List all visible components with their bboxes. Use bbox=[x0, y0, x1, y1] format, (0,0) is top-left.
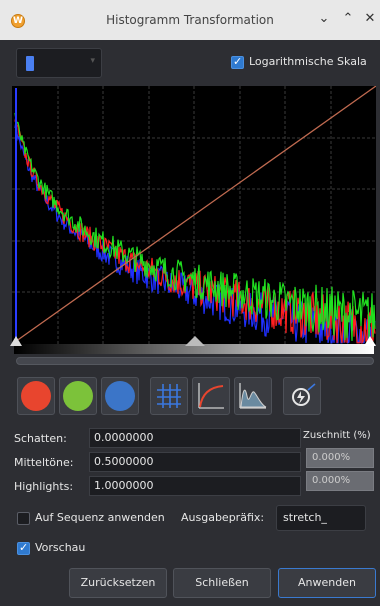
curve-icon bbox=[198, 383, 224, 409]
midtones-input[interactable]: 0.5000000 bbox=[89, 452, 301, 472]
green-circle-icon bbox=[63, 381, 93, 411]
maximize-icon[interactable]: ⌃ bbox=[342, 11, 354, 26]
clipping-header: Zuschnitt (%) bbox=[303, 430, 371, 441]
midtone-handle[interactable] bbox=[185, 336, 205, 346]
channel-select[interactable]: ▾ bbox=[16, 48, 102, 78]
red-channel-button[interactable] bbox=[17, 377, 55, 415]
grid-icon bbox=[157, 384, 181, 408]
minimize-icon[interactable]: ⌄ bbox=[318, 11, 330, 26]
shadows-input[interactable]: 0.0000000 bbox=[89, 428, 301, 448]
highlight-handle[interactable] bbox=[364, 336, 376, 346]
prefix-input[interactable]: stretch_ bbox=[276, 505, 366, 531]
preview-label: Vorschau bbox=[35, 541, 86, 554]
app-logo-icon: W bbox=[11, 14, 25, 28]
midtones-label: Mitteltöne: bbox=[14, 456, 74, 469]
blue-circle-icon bbox=[105, 381, 135, 411]
channel-swatch bbox=[26, 56, 34, 71]
window-title: Histogramm Transformation bbox=[106, 13, 274, 27]
reset-button[interactable]: Zurücksetzen bbox=[69, 568, 167, 598]
shadows-label: Schatten: bbox=[14, 432, 67, 445]
log-scale-checkbox[interactable] bbox=[231, 55, 244, 69]
zoom-scrollbar[interactable] bbox=[16, 357, 374, 365]
prefix-label: Ausgabepräfix: bbox=[181, 511, 265, 524]
auto-stretch-icon bbox=[292, 383, 316, 406]
blue-channel-button[interactable] bbox=[101, 377, 139, 415]
chevron-down-icon: ▾ bbox=[90, 56, 95, 66]
clip-low-value: 0.000% bbox=[306, 448, 374, 468]
curve-toggle-button[interactable] bbox=[192, 377, 230, 415]
intensity-gradient-bar bbox=[14, 344, 374, 354]
histogram-toggle-button[interactable] bbox=[234, 377, 272, 415]
green-channel-button[interactable] bbox=[59, 377, 97, 415]
shadow-handle[interactable] bbox=[10, 336, 22, 346]
close-button[interactable]: Schließen bbox=[173, 568, 271, 598]
grid-toggle-button[interactable] bbox=[150, 377, 188, 415]
histogram-series bbox=[14, 88, 376, 345]
red-circle-icon bbox=[21, 381, 51, 411]
transfer-curve bbox=[11, 85, 377, 345]
histogram-graph[interactable] bbox=[11, 85, 377, 345]
apply-sequence-label: Auf Sequenz anwenden bbox=[35, 511, 165, 524]
histogram-svg bbox=[11, 85, 377, 345]
log-scale-label: Logarithmische Skala bbox=[249, 55, 367, 68]
highlights-input[interactable]: 1.0000000 bbox=[89, 476, 301, 496]
dialog-content: ▾ Logarithmische Skala bbox=[0, 40, 380, 606]
title-bar: W Histogramm Transformation ⌄ ⌃ ✕ bbox=[0, 0, 380, 40]
highlights-label: Highlights: bbox=[14, 480, 74, 493]
preview-checkbox[interactable] bbox=[17, 541, 30, 555]
clip-high-value: 0.000% bbox=[306, 471, 374, 491]
green-histogram-series bbox=[14, 112, 376, 342]
apply-button[interactable]: Anwenden bbox=[278, 568, 376, 598]
auto-stretch-button[interactable] bbox=[283, 377, 321, 415]
close-icon[interactable]: ✕ bbox=[364, 11, 376, 26]
histogram-icon bbox=[239, 383, 267, 409]
apply-sequence-checkbox[interactable] bbox=[17, 512, 30, 525]
